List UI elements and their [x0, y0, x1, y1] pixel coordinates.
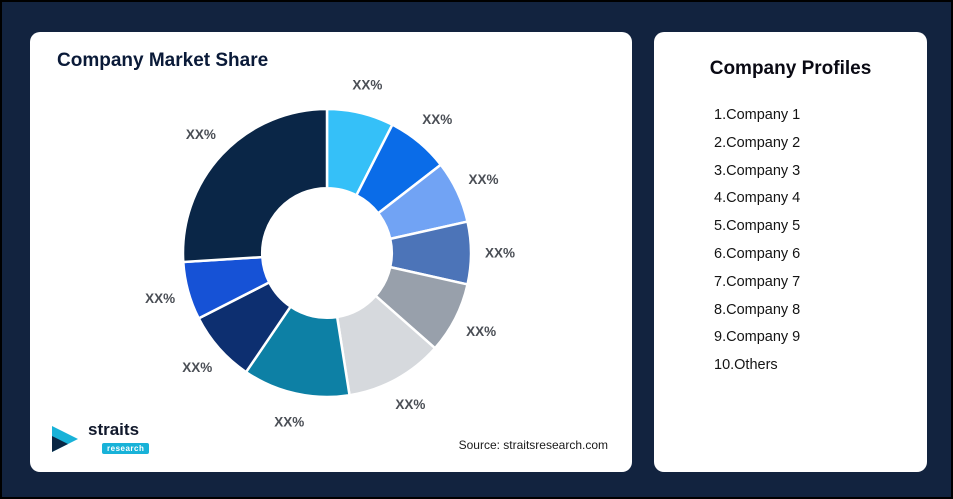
slice-label-6: XX%: [395, 397, 425, 412]
logo-arrow-icon: [52, 426, 78, 452]
chart-title: Company Market Share: [57, 50, 269, 71]
logo-text-main: straits: [88, 420, 140, 439]
profile-item-6: 6.Company 6: [714, 245, 801, 262]
profile-item-8: 8.Company 8: [714, 301, 801, 318]
profile-item-7: 7.Company 7: [714, 273, 801, 290]
slice-label-8: XX%: [182, 360, 212, 375]
donut-chart: XX% XX% XX% XX% XX% XX% XX% XX% XX% XX%: [145, 77, 515, 429]
company-profiles-card: Company Profiles 1.Company 1 2.Company 2…: [654, 32, 927, 472]
slice-label-9: XX%: [145, 291, 175, 306]
slice-label-3: XX%: [469, 172, 499, 187]
slice-label-4: XX%: [485, 246, 515, 261]
slice-label-5: XX%: [466, 324, 496, 339]
logo-text: straits research: [88, 420, 150, 456]
profile-item-5: 5.Company 5: [714, 218, 801, 235]
profile-item-10: 10.Others: [714, 357, 778, 374]
profile-item-4: 4.Company 4: [714, 190, 801, 207]
profile-item-2: 2.Company 2: [714, 134, 801, 151]
source-attribution: Source: straitsresearch.com: [458, 438, 608, 452]
slice-label-7: XX%: [274, 414, 304, 429]
profiles-list: 1.Company 1 2.Company 2 3.Company 3 4.Co…: [714, 102, 927, 380]
market-share-card: Company Market Share XX% XX% XX% XX% XX% XX% X…: [30, 32, 632, 472]
profile-item-3: 3.Company 3: [714, 162, 801, 179]
slice-label-2: XX%: [422, 112, 452, 127]
straits-research-logo: straits research: [50, 420, 150, 456]
profile-item-1: 1.Company 1: [714, 107, 801, 123]
profile-item-9: 9.Company 9: [714, 329, 801, 346]
logo-text-sub: research: [102, 443, 150, 454]
slice-label-10: XX%: [186, 127, 216, 142]
profiles-title: Company Profiles: [709, 58, 872, 79]
donut-slice-10: [181, 107, 329, 264]
slice-label-1: XX%: [352, 77, 382, 92]
